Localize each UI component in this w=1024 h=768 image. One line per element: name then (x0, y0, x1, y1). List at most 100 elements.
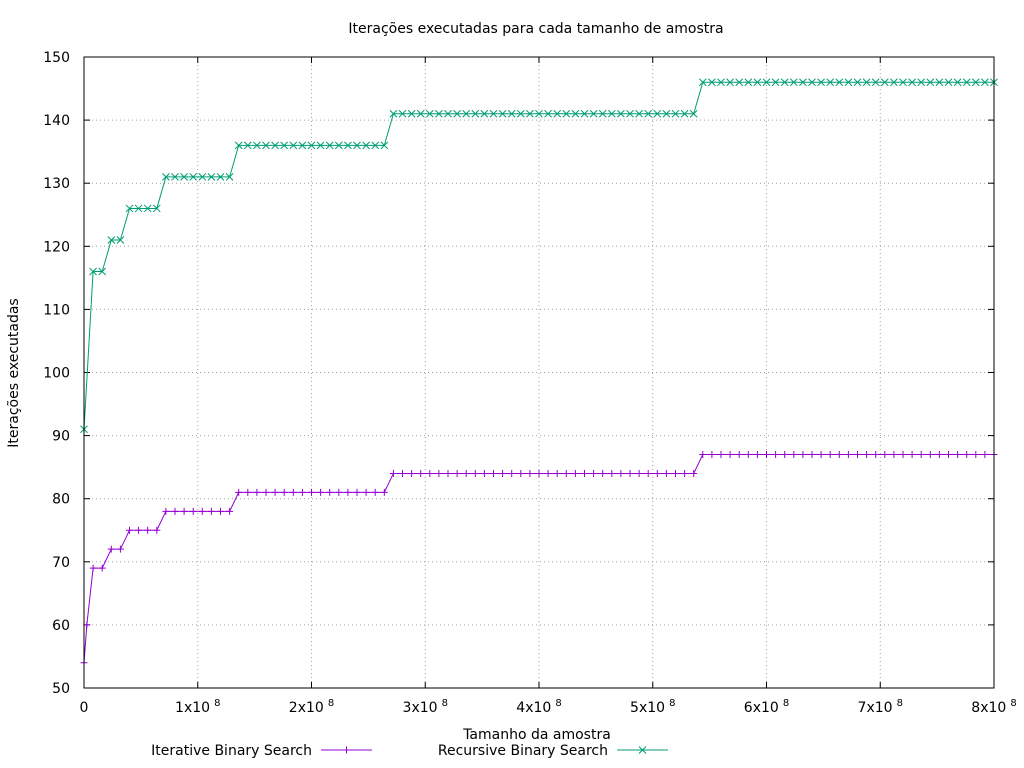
data-point (507, 109, 516, 118)
data-point (917, 451, 925, 459)
data-point (799, 451, 807, 459)
data-point (371, 141, 380, 150)
data-point (417, 469, 425, 477)
data-point (444, 469, 452, 477)
data-point (489, 109, 498, 118)
data-point (926, 451, 934, 459)
data-point (253, 488, 261, 496)
data-point (762, 78, 771, 87)
data-point (226, 507, 234, 515)
data-point (126, 526, 133, 534)
data-point (972, 451, 980, 459)
x-tick-base: 1x10 (175, 700, 210, 716)
data-point (599, 469, 607, 477)
data-point (945, 451, 952, 459)
data-point (308, 488, 315, 496)
x-tick-label: 5x10 8 (630, 698, 675, 716)
data-point (589, 109, 598, 118)
data-point (608, 469, 616, 477)
data-point (462, 109, 471, 118)
series-iterative (80, 451, 998, 667)
data-point (835, 451, 843, 459)
plot-frame (83, 56, 995, 689)
data-point (490, 469, 497, 477)
x-tick-base: 6x10 (744, 700, 779, 716)
data-point (562, 109, 571, 118)
data-point (426, 469, 434, 477)
data-point (425, 109, 434, 118)
data-point (544, 469, 552, 477)
y-tick-label: 130 (43, 176, 70, 192)
data-point (234, 141, 243, 150)
data-point (198, 507, 206, 515)
data-point (590, 469, 598, 477)
data-point (225, 173, 234, 181)
data-point (644, 109, 653, 118)
data-point (307, 141, 316, 150)
data-point (207, 173, 216, 181)
data-point (98, 564, 106, 572)
data-point (954, 451, 962, 459)
y-tick-label: 70 (52, 555, 70, 571)
data-point (498, 109, 507, 118)
data-point (753, 78, 762, 87)
data-point (116, 236, 125, 244)
data-point (698, 78, 707, 87)
chart-title: Iterações executadas para cada tamanho d… (348, 21, 723, 37)
data-point (271, 488, 279, 496)
data-point (635, 109, 643, 118)
data-point (863, 451, 871, 459)
data-point (617, 109, 625, 118)
data-point (262, 141, 270, 150)
data-point (653, 109, 662, 118)
data-point (717, 78, 725, 87)
data-point (144, 526, 152, 534)
y-axis-label: Iterações executadas (6, 298, 22, 447)
data-point (699, 451, 707, 459)
legend-marker (343, 746, 350, 754)
x-tick-label: 0 (80, 700, 89, 716)
data-point (871, 78, 880, 87)
data-point (134, 204, 143, 213)
data-point (317, 488, 325, 496)
data-point (926, 78, 935, 87)
data-point (289, 141, 298, 150)
data-point (872, 451, 880, 459)
x-tick-label: 8x10 8 (971, 698, 1016, 716)
data-point (362, 488, 370, 496)
data-point (407, 109, 416, 118)
data-point (152, 204, 161, 213)
data-point (416, 109, 425, 118)
x-tick-label: 1x10 8 (175, 698, 220, 716)
data-point (598, 109, 607, 118)
data-point (243, 141, 252, 150)
data-point (471, 469, 479, 477)
data-point (671, 109, 680, 118)
data-point (298, 488, 306, 496)
x-tick-base: 3x10 (403, 700, 438, 716)
data-point (107, 545, 115, 553)
x-tick-label: 6x10 8 (744, 698, 789, 716)
y-tick-label: 120 (43, 239, 70, 255)
data-point (380, 488, 388, 496)
data-point (480, 109, 489, 118)
y-axis-ticks: 50 60 70 80 90 100 110 120 130 140 150 (43, 50, 994, 697)
y-tick-label: 100 (43, 366, 70, 382)
data-point (726, 78, 734, 87)
data-point (89, 267, 97, 276)
data-point (453, 469, 461, 477)
data-point (735, 451, 743, 459)
data-point (516, 109, 525, 118)
data-point (799, 78, 807, 87)
data-point (180, 507, 188, 515)
data-point (899, 78, 907, 87)
data-point (398, 109, 407, 118)
x-tick-base: 7x10 (858, 700, 893, 716)
data-point (571, 469, 579, 477)
data-point (644, 469, 652, 477)
data-point (844, 78, 853, 87)
data-point (344, 488, 352, 496)
data-point (362, 141, 370, 150)
x-tick-label: 4x10 8 (516, 698, 561, 716)
data-point (280, 141, 289, 150)
